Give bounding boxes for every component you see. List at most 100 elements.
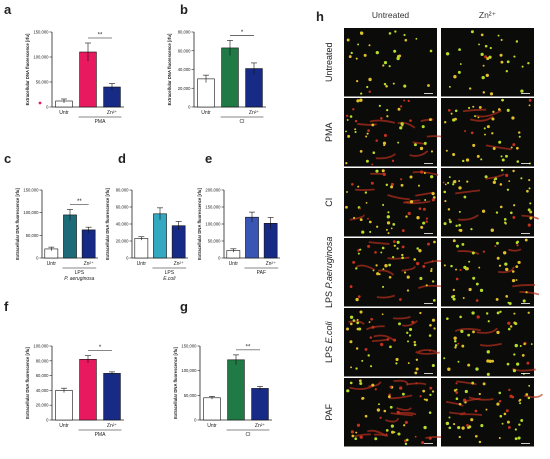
cell [458, 210, 461, 213]
cell [482, 91, 486, 94]
cell [458, 180, 461, 182]
y-tick-label: 80,000 [36, 358, 49, 363]
micrograph [344, 238, 445, 307]
cell [359, 310, 363, 314]
cell [474, 409, 478, 413]
cell [461, 426, 465, 430]
cell [348, 55, 352, 59]
cell [354, 128, 357, 131]
net-strand [462, 108, 487, 113]
cell [510, 146, 513, 149]
cell [458, 223, 461, 227]
cell [400, 183, 404, 187]
cell [526, 189, 529, 193]
cell [515, 265, 519, 269]
cell [454, 109, 458, 113]
x-tick-label: Zn²⁺ [266, 261, 277, 267]
cell [491, 359, 495, 363]
cell [385, 228, 388, 231]
cell [361, 359, 364, 362]
cell [502, 251, 507, 255]
cell [423, 171, 426, 175]
cell [359, 218, 363, 222]
cell [458, 435, 461, 439]
cell [454, 117, 457, 121]
y-axis-label: Extracellular DNA fluorescence [rfu] [15, 188, 20, 260]
cell [483, 127, 486, 130]
cell [358, 379, 362, 383]
micrograph [344, 378, 450, 447]
cell [499, 205, 503, 209]
cell [346, 327, 349, 331]
cell [517, 260, 521, 265]
cell [504, 262, 508, 266]
column-header: Untreated [372, 10, 410, 20]
cell [390, 227, 393, 230]
cell [470, 418, 474, 422]
cell [505, 295, 509, 298]
cell [389, 345, 392, 349]
cell [460, 329, 464, 333]
cell [416, 216, 420, 220]
cell [368, 220, 372, 224]
row-label: CI [324, 198, 334, 207]
cell [465, 158, 470, 162]
cell [345, 205, 348, 209]
cell [374, 251, 377, 254]
group-sublabel: E.coli [163, 276, 176, 282]
cell [431, 280, 435, 283]
cell [433, 327, 436, 330]
cell [507, 425, 511, 429]
y-tick-label: 50,000 [184, 393, 197, 398]
cell [345, 162, 348, 165]
cell [451, 295, 455, 299]
cell [363, 53, 367, 57]
net-strand [402, 320, 418, 327]
group-label: PAF [257, 270, 266, 276]
cell [382, 268, 385, 271]
row-label-text: LPS [324, 344, 334, 364]
cell [508, 388, 511, 392]
cell [415, 382, 418, 385]
cell [359, 248, 362, 251]
panel-letter: e [205, 151, 212, 166]
cell [406, 331, 409, 334]
cell [355, 367, 358, 370]
x-tick-label: Untr [201, 110, 211, 116]
cell [419, 170, 424, 174]
y-tick-label: 0 [218, 256, 221, 261]
net-strand [387, 256, 410, 260]
y-tick-label: 100,000 [23, 210, 39, 215]
net-strand [349, 214, 365, 221]
cell [432, 298, 436, 302]
y-tick-label: 20,000 [116, 239, 129, 244]
cell [462, 159, 465, 163]
micrograph [441, 238, 540, 307]
cell [466, 423, 469, 427]
bar [55, 390, 73, 421]
cell [376, 272, 380, 276]
cell [349, 322, 353, 326]
cell [523, 342, 526, 346]
cell [454, 340, 457, 343]
micrograph [441, 168, 540, 237]
group-label: PMA [95, 119, 107, 125]
cell [383, 61, 388, 65]
cell [355, 347, 359, 350]
cell [512, 216, 516, 219]
net-strand [385, 417, 400, 423]
cell [387, 211, 390, 214]
cell [364, 414, 368, 418]
cell [390, 185, 394, 189]
cell [442, 181, 445, 184]
cell [403, 99, 406, 102]
bar [63, 214, 77, 259]
cell [431, 260, 434, 263]
cell [515, 279, 518, 281]
cell [381, 285, 385, 288]
row-label-text: PAF [324, 403, 334, 420]
cell [513, 321, 517, 325]
cell [444, 183, 447, 186]
net-strand [376, 294, 396, 299]
cell [513, 353, 516, 356]
